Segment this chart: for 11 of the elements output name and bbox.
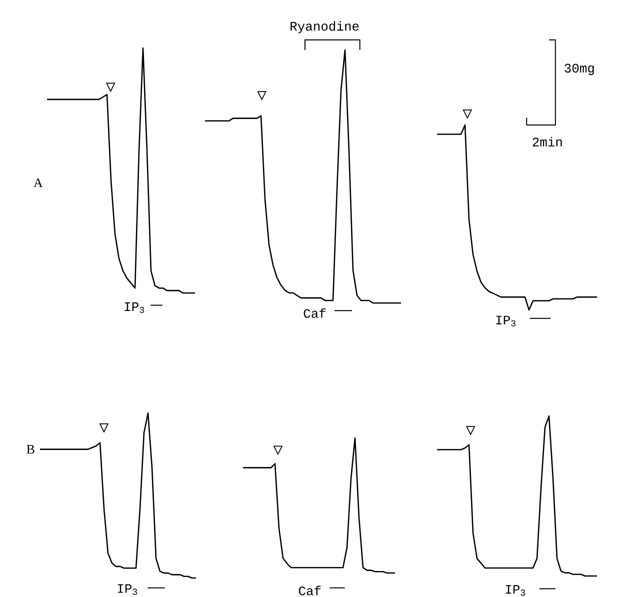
text: Caf: [298, 586, 321, 596]
text: B: [26, 445, 34, 454]
text: Caf: [304, 308, 326, 318]
text: Ryanodine: [290, 21, 359, 34]
text: IP$_{3}$: [506, 585, 526, 596]
text: IP$_{3}$: [124, 302, 144, 313]
text: 30mg: [564, 64, 594, 76]
text: IP$_{3}$: [118, 584, 138, 595]
text: IP$_{3}$: [496, 316, 516, 326]
text: A: [34, 178, 43, 188]
annotation: 2min: [532, 136, 562, 146]
